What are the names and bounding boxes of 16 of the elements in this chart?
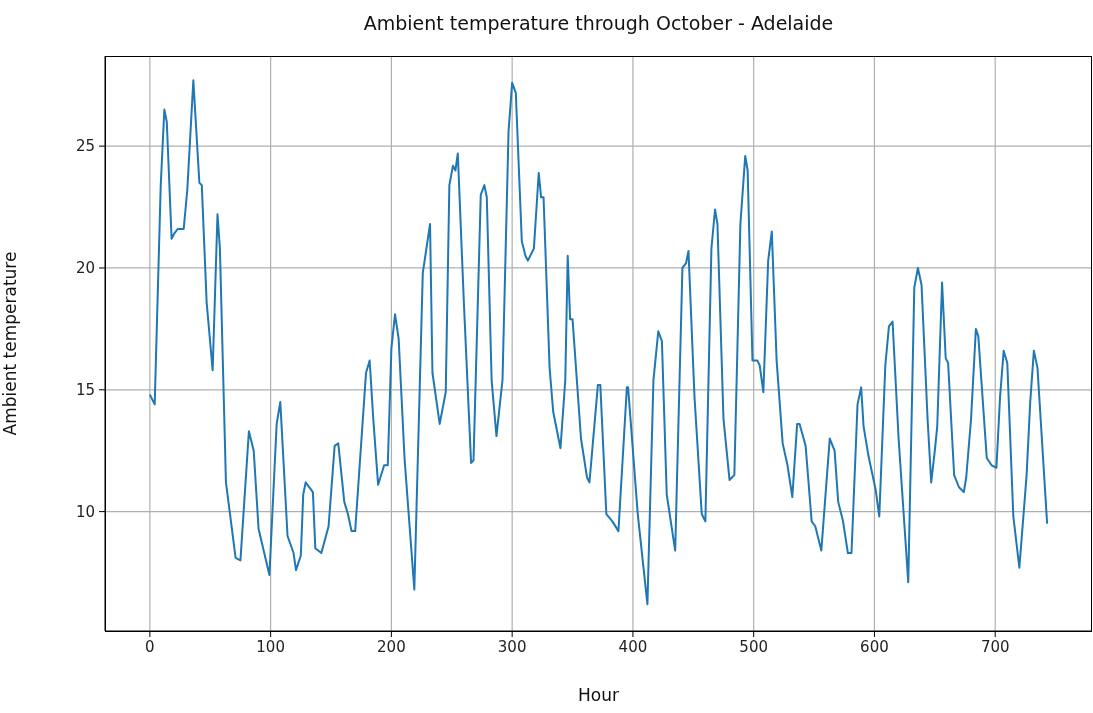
y-axis-title: Ambient temperature: [0, 251, 21, 436]
x-tick-label: 100: [256, 637, 285, 656]
y-tick-label: 25: [75, 137, 95, 156]
x-axis-title: Hour: [578, 685, 619, 705]
chart-title: Ambient temperature through October - Adelaide: [362, 12, 835, 34]
x-tick-label: 400: [618, 637, 648, 656]
y-tick-label: 20: [75, 259, 95, 278]
x-tick-label: 600: [860, 637, 889, 656]
line-series: [148, 79, 1049, 606]
x-tick-label: 700: [980, 637, 1010, 656]
x-tick-label: 300: [497, 637, 527, 656]
y-tick-label: 10: [75, 502, 95, 521]
x-tick-label: 500: [739, 637, 768, 656]
x-tick-label: 200: [377, 637, 406, 656]
y-tick-label: 15: [75, 381, 95, 400]
x-tick-label: 0: [145, 637, 155, 656]
